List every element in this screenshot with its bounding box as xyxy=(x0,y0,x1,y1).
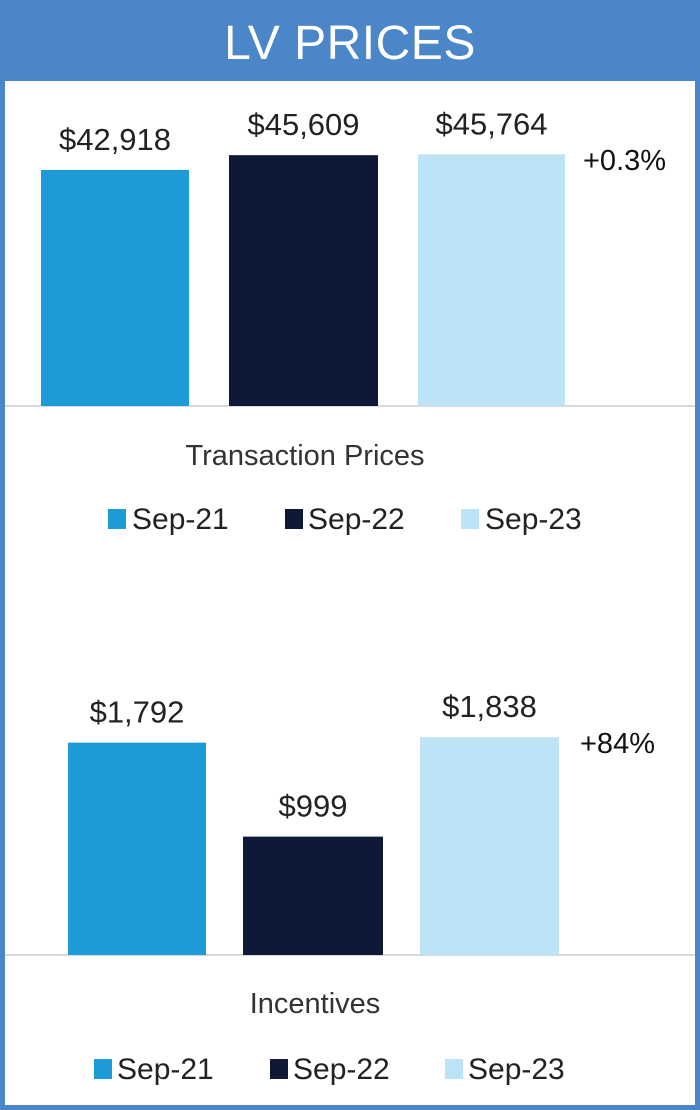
transaction-value-label: $45,764 xyxy=(435,106,547,141)
incentive-value-label: $999 xyxy=(279,789,348,824)
transaction-change-label: +0.3% xyxy=(583,145,666,177)
transaction-bar-sep-22 xyxy=(229,155,378,406)
legend-swatch-sep-23 xyxy=(445,1059,463,1079)
incentive-bar-sep-22 xyxy=(243,836,383,955)
legend-swatch-sep-21 xyxy=(94,1059,112,1079)
incentive-value-label: $1,838 xyxy=(442,689,537,724)
charts-svg: Transaction Prices $42,918 $45,609 $45,764… xyxy=(5,106,695,1086)
legend-label-sep-23: Sep-23 xyxy=(485,503,582,536)
legend-label-sep-22: Sep-22 xyxy=(293,1053,390,1086)
incentive-change-label: +84% xyxy=(580,728,655,760)
incentives-chart: Incentives $1,792 $999 $1,838 +84% Sep-21 Sep… xyxy=(5,689,695,1086)
transaction-value-label: $45,609 xyxy=(247,107,359,142)
legend-label-sep-21: Sep-21 xyxy=(117,1053,214,1086)
legend-swatch-sep-22 xyxy=(270,1059,288,1079)
transaction-bar-sep-21 xyxy=(41,169,189,406)
chart2-title: Incentives xyxy=(250,988,381,1020)
legend-swatch-sep-22 xyxy=(285,509,303,529)
transaction-value-label: $42,918 xyxy=(59,122,171,157)
transaction-bar-sep-23 xyxy=(418,154,565,406)
legend-swatch-sep-21 xyxy=(108,509,126,529)
legend-label-sep-22: Sep-22 xyxy=(308,503,405,536)
page-title: LV PRICES xyxy=(224,16,476,70)
chart1-title: Transaction Prices xyxy=(185,440,424,472)
header-bar: LV PRICES xyxy=(5,5,695,81)
incentive-bar-sep-21 xyxy=(68,742,206,955)
legend-label-sep-21: Sep-21 xyxy=(132,503,229,536)
legend-swatch-sep-23 xyxy=(461,509,479,529)
legend-label-sep-23: Sep-23 xyxy=(468,1053,565,1086)
transaction-prices-chart: Transaction Prices $42,918 $45,609 $45,764… xyxy=(5,106,695,536)
incentive-value-label: $1,792 xyxy=(90,695,185,730)
incentive-bar-sep-23 xyxy=(420,737,559,955)
